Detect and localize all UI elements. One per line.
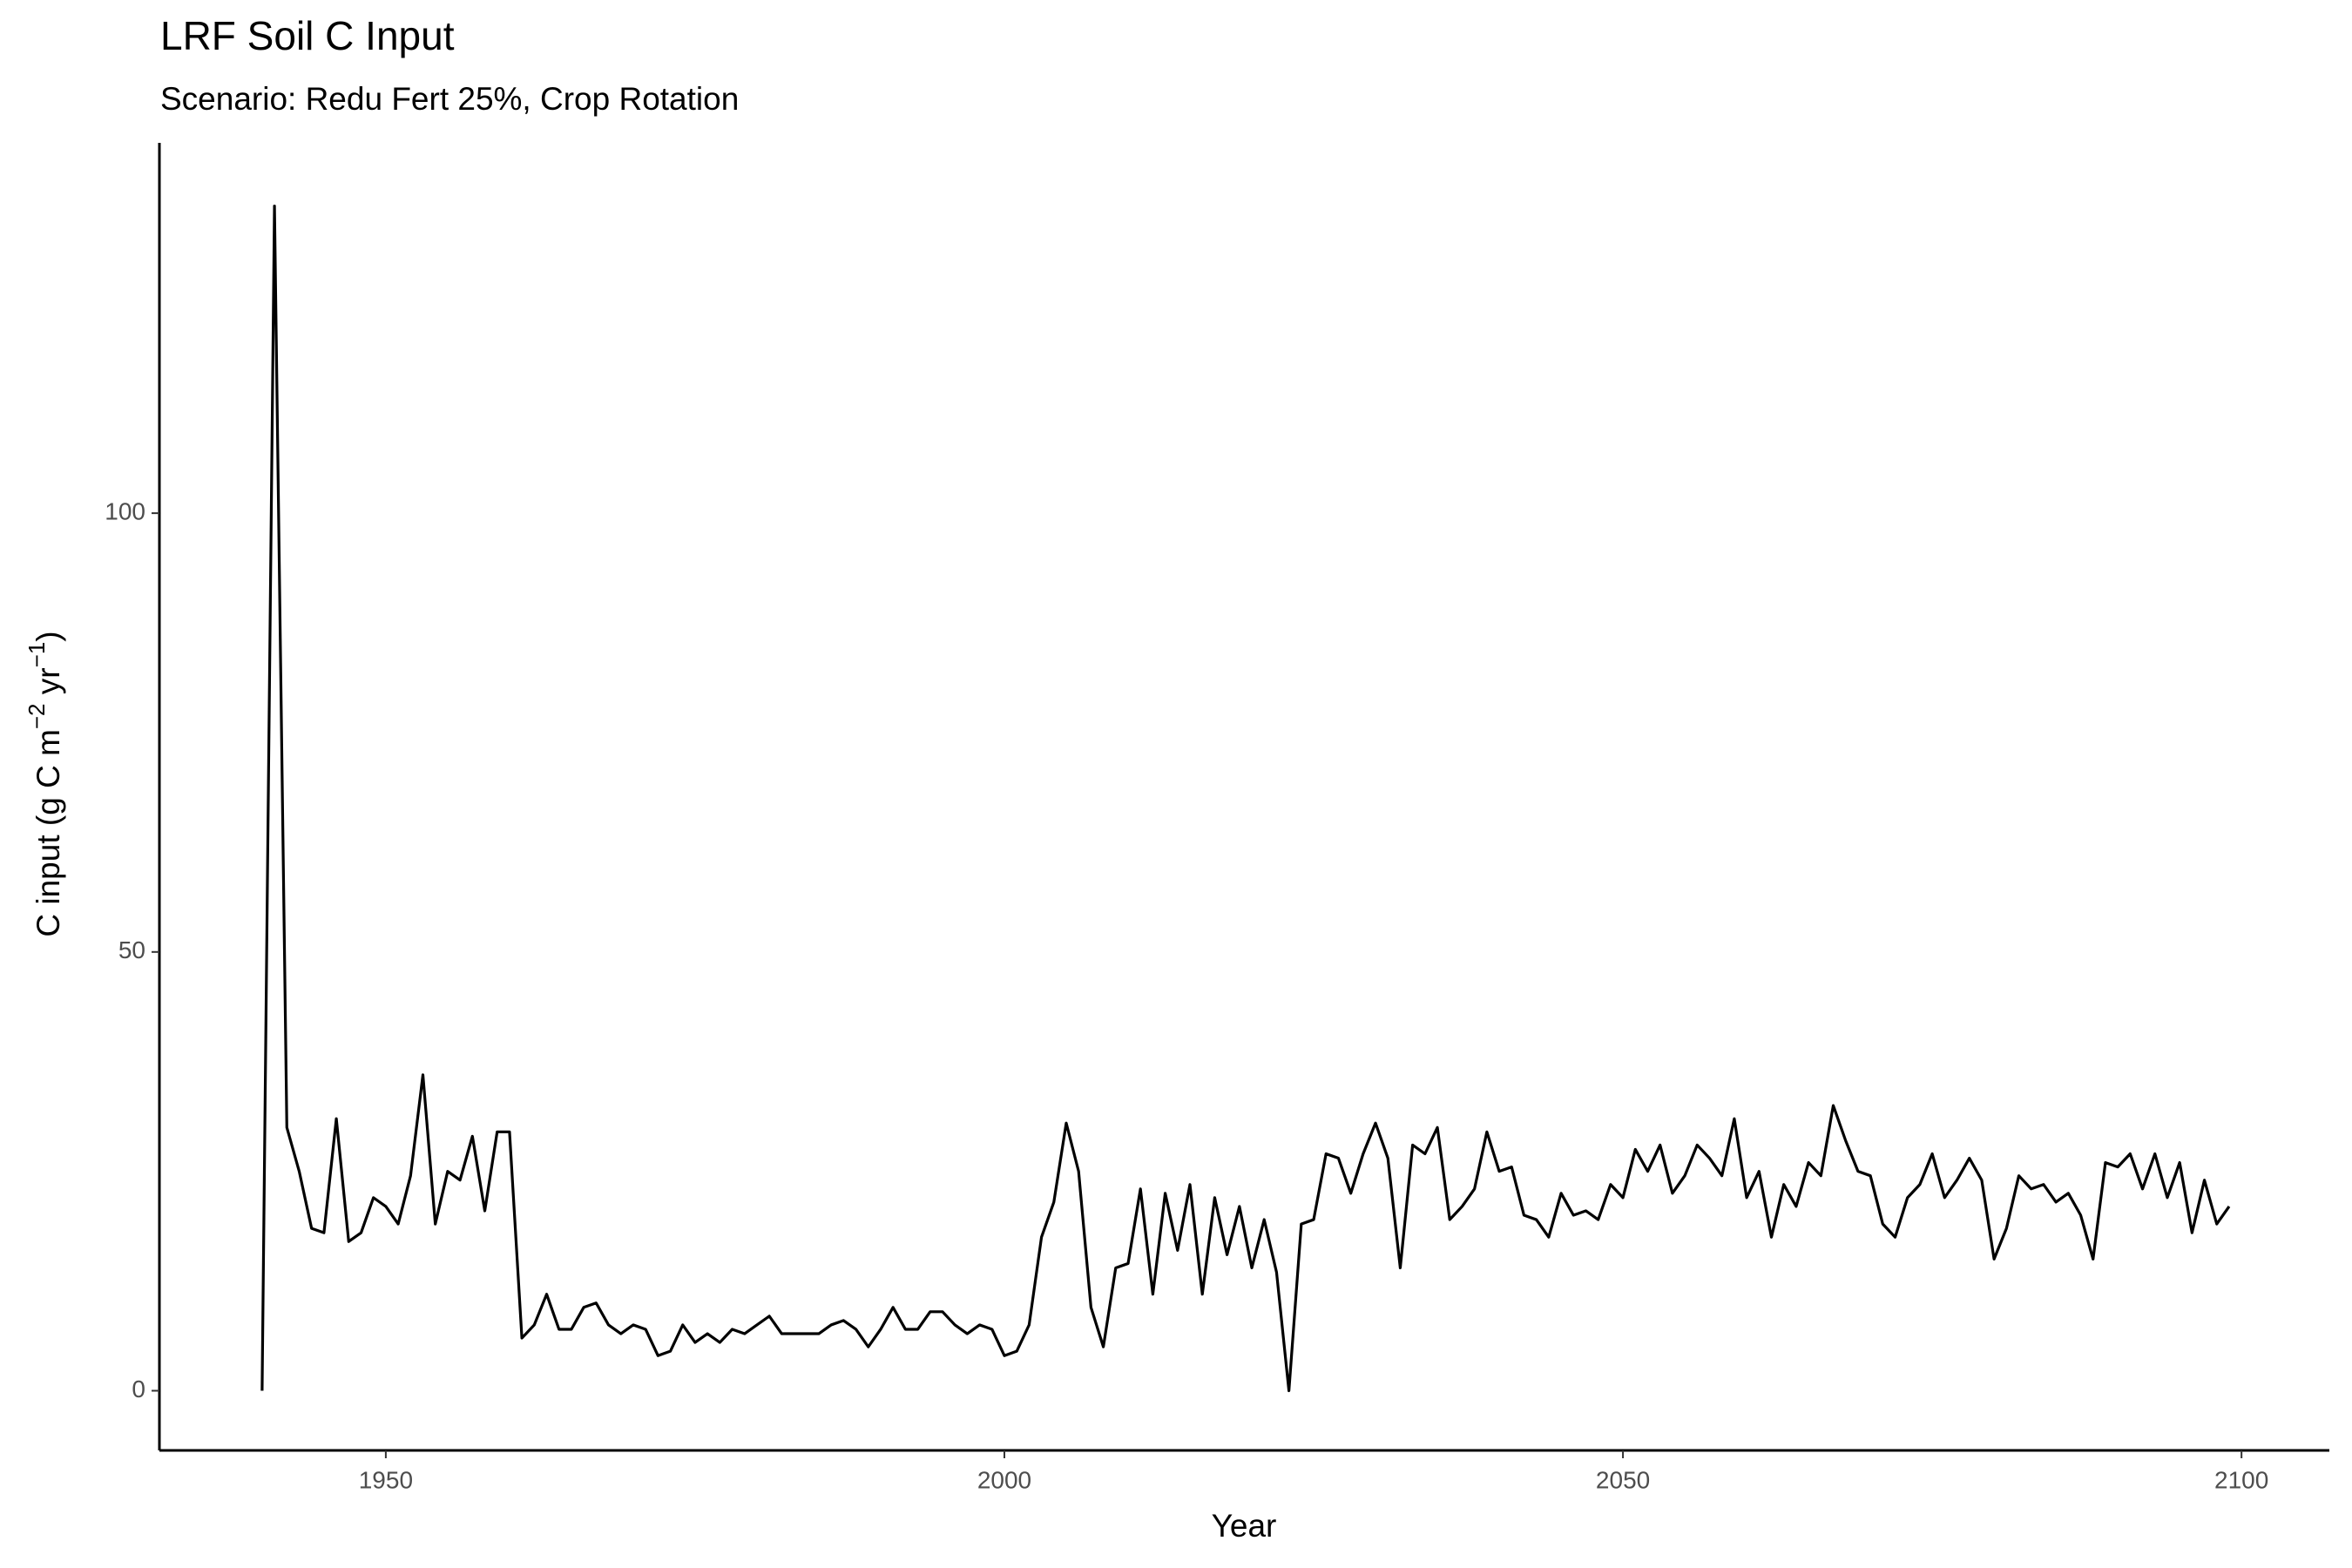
y-axis-title-sup: −2 [24, 703, 50, 729]
x-tick-label: 2100 [2214, 1466, 2268, 1493]
y-axis-title: C input (g C m−2 yr−1) [24, 631, 66, 936]
y-axis-title-sup: −1 [24, 642, 50, 668]
chart-subtitle: Scenario: Redu Fert 25%, Crop Rotation [160, 81, 739, 117]
x-tick-label: 2000 [977, 1466, 1031, 1493]
y-tick-label: 0 [132, 1375, 145, 1402]
x-tick-label: 1950 [359, 1466, 413, 1493]
y-axis-title-part: ) [30, 631, 66, 641]
x-tick-label: 2050 [1596, 1466, 1650, 1493]
y-tick-label: 50 [118, 936, 145, 963]
y-tick-label: 100 [105, 498, 145, 525]
y-axis-title-part: yr [30, 667, 66, 703]
data-line [260, 204, 2231, 1393]
y-axis-title-part: C input (g C m [30, 729, 66, 937]
chart-title: LRF Soil C Input [160, 13, 455, 58]
x-axis-title: Year [1212, 1508, 1277, 1544]
